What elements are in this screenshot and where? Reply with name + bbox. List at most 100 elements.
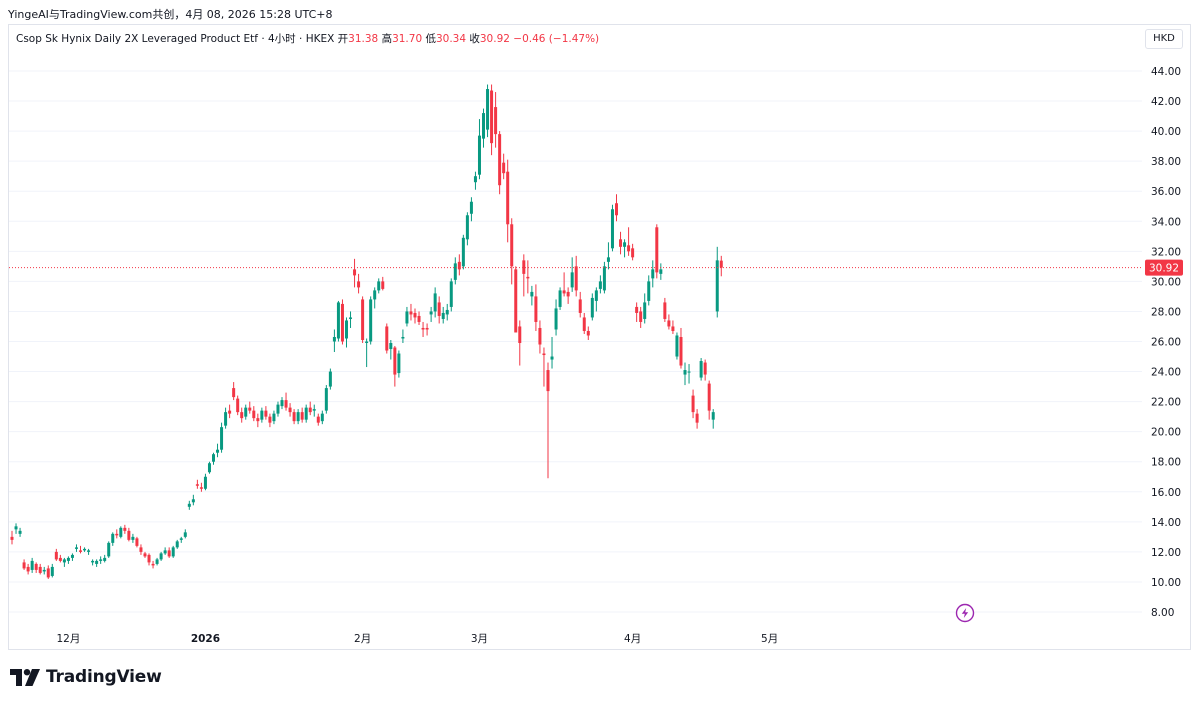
candle — [627, 227, 631, 256]
candle-body — [502, 162, 506, 174]
candle — [385, 323, 389, 354]
candle — [143, 551, 147, 558]
symbol-title[interactable]: Csop Sk Hynix Daily 2X Leveraged Product… — [16, 33, 335, 45]
candle — [320, 410, 324, 425]
candle — [199, 482, 203, 492]
y-tick-label: 36.00 — [1151, 186, 1181, 198]
candle-body — [99, 559, 103, 561]
candle — [522, 254, 526, 297]
candle-body — [615, 203, 618, 216]
candle-body — [389, 343, 393, 350]
candle-body — [373, 290, 377, 300]
candle — [635, 302, 639, 322]
candle-body — [703, 362, 707, 375]
candle-body — [135, 538, 139, 546]
time-axis[interactable]: 12月 2026 2月 3月 4月 5月 — [56, 633, 778, 645]
candle-body — [369, 299, 373, 342]
candle-body — [143, 553, 147, 557]
candle — [328, 368, 332, 390]
candle-body — [155, 559, 159, 564]
candle-body — [199, 487, 203, 489]
candle-body — [361, 299, 365, 340]
last-price-marker: 30.92 — [9, 259, 1183, 276]
candle — [365, 338, 369, 368]
candle-body — [582, 317, 586, 331]
candle-body — [70, 554, 74, 558]
candle — [691, 389, 695, 419]
currency-button[interactable]: HKD — [1145, 29, 1183, 49]
candle-body — [62, 559, 66, 563]
candle — [119, 526, 123, 539]
candle-body — [445, 309, 449, 315]
candle — [187, 500, 191, 510]
candle-body — [280, 400, 284, 407]
candle-body — [675, 335, 679, 357]
candle — [103, 554, 107, 563]
candle-body — [651, 269, 655, 279]
candle-body — [385, 326, 389, 351]
candle-body — [449, 281, 453, 307]
candle-body — [409, 311, 413, 315]
candle-body — [594, 290, 598, 301]
candle-body — [111, 533, 115, 543]
candle-body — [586, 330, 590, 336]
candle — [473, 171, 477, 190]
candle — [123, 524, 127, 534]
candle-body — [46, 568, 50, 578]
candle-body — [538, 327, 542, 345]
candle — [659, 263, 663, 280]
candle — [469, 197, 473, 222]
candle-body — [228, 410, 232, 414]
candle-body — [522, 260, 526, 274]
lightning-icon[interactable] — [955, 603, 975, 623]
candle-body — [131, 536, 135, 540]
candle-body — [195, 484, 199, 486]
candle-body — [365, 341, 369, 344]
candle — [461, 234, 465, 270]
candle — [486, 84, 490, 138]
candle-body — [683, 370, 687, 375]
y-tick-label: 28.00 — [1151, 306, 1181, 318]
candle — [437, 296, 441, 324]
candle-body — [248, 407, 252, 411]
candle — [244, 404, 248, 420]
candle — [70, 553, 74, 561]
candle — [66, 556, 70, 564]
candle-body — [264, 410, 268, 417]
candle — [50, 563, 54, 578]
candle-body — [312, 409, 316, 411]
candle-body — [26, 566, 30, 572]
candle — [183, 529, 187, 539]
attribution-text: YingeAI与TradingView.com共创，4月 08, 2026 15… — [8, 8, 333, 21]
candle-body — [510, 224, 514, 267]
candle-body — [574, 266, 578, 291]
candle-body — [461, 237, 465, 267]
candle-body — [119, 527, 123, 537]
candle — [679, 327, 683, 369]
candle-body — [498, 134, 502, 186]
y-tick-label: 12.00 — [1151, 547, 1181, 559]
candle-body — [425, 327, 429, 330]
candle — [14, 523, 18, 534]
candle — [203, 473, 207, 491]
candle-body — [272, 413, 276, 422]
candle — [542, 347, 546, 387]
gridlines — [9, 70, 1142, 613]
candle-body — [514, 269, 518, 333]
candle — [131, 533, 135, 543]
candle-body — [191, 499, 195, 503]
candle — [292, 409, 296, 425]
high-value: 31.70 — [392, 33, 423, 45]
candle — [675, 332, 679, 360]
candle — [703, 359, 707, 381]
candle — [171, 545, 175, 558]
candle — [570, 257, 574, 292]
candle — [441, 306, 445, 324]
candle-body — [558, 290, 562, 307]
candle-body — [288, 407, 292, 413]
candle-body — [14, 526, 18, 530]
candle-body — [95, 560, 99, 564]
price-axis[interactable]: 8.00 10.00 12.00 14.00 16.00 18.00 20.00 22.00 2… — [1151, 66, 1181, 619]
candle-body — [631, 248, 635, 258]
